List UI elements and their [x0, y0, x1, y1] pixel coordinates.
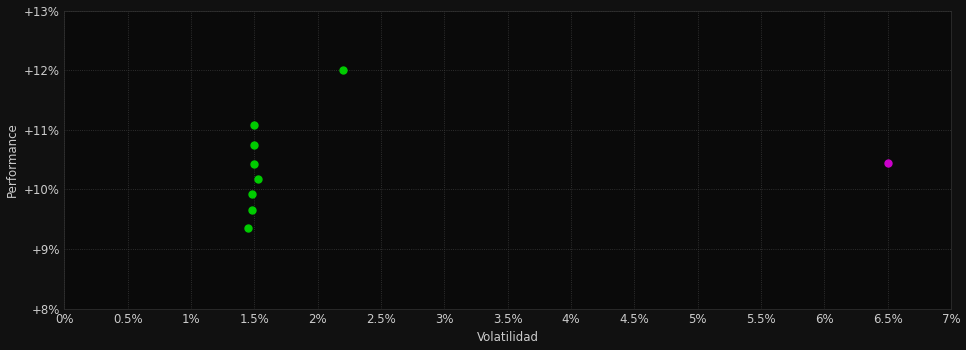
Y-axis label: Performance: Performance — [6, 122, 18, 197]
Point — [244, 208, 260, 213]
Point — [335, 68, 351, 73]
Point — [246, 122, 262, 128]
X-axis label: Volatilidad: Volatilidad — [476, 331, 539, 344]
Point — [241, 225, 256, 231]
Point — [246, 142, 262, 148]
Point — [246, 162, 262, 167]
Point — [880, 160, 895, 166]
Point — [244, 191, 260, 196]
Point — [250, 176, 266, 182]
